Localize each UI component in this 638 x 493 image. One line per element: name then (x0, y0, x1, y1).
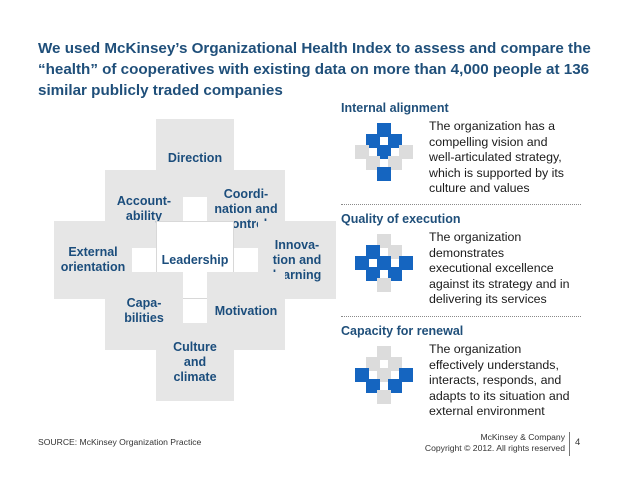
mini-diamond-cell (399, 145, 413, 159)
mini-diamond-cell (377, 145, 391, 159)
copyright-notice: McKinsey & Company Copyright © 2012. All… (424, 432, 565, 453)
slide-title: We used McKinsey’s Organizational Health… (38, 40, 591, 99)
panel-description: The organization effectively understands… (429, 342, 570, 419)
mini-diamond-cell (388, 134, 402, 148)
mini-diamond-cell (366, 267, 380, 281)
footer-divider (569, 432, 570, 456)
panel-internal-alignment: Internal alignment The organization has … (341, 101, 581, 201)
mini-diamond-cell (366, 379, 380, 393)
mini-diamond-cell (377, 234, 391, 248)
mini-diamond-cell (388, 379, 402, 393)
mini-diamond-cell (355, 145, 369, 159)
mini-diamond-cell (377, 390, 391, 404)
panel-heading: Internal alignment (341, 101, 449, 115)
tile-culture-and-climate: Culture and climate (156, 323, 234, 401)
mini-diamond-cell (388, 245, 402, 259)
mini-diamond-cell (399, 368, 413, 382)
mini-diamond-cell (366, 357, 380, 371)
tile-innovation-and-learning: Innova- tion and learning (258, 221, 336, 299)
panel-description: The organization has a compelling vision… (429, 119, 564, 196)
tile-leadership: Leadership (156, 221, 234, 299)
mini-diamond-cell (388, 267, 402, 281)
tile-motivation: Motivation (207, 272, 285, 350)
panel-heading: Quality of execution (341, 212, 461, 226)
mini-diamond-cell (377, 346, 391, 360)
mini-diamond-cell (388, 357, 402, 371)
panel-description: The organization demonstrates executiona… (429, 230, 570, 307)
mini-diamond-cell (355, 256, 369, 270)
mini-diamond-cell (388, 156, 402, 170)
mini-diamond-cell (366, 134, 380, 148)
mini-diamond-cell (355, 368, 369, 382)
mini-diamond-cell (377, 167, 391, 181)
mini-diamond-cell (366, 245, 380, 259)
mini-diamond-cell (377, 368, 391, 382)
panel-divider (341, 316, 581, 317)
panel-capacity-for-renewal: Capacity for renewal The organization ef… (341, 324, 581, 424)
panel-quality-of-execution: Quality of execution The organization de… (341, 212, 581, 312)
mini-diamond-cell (377, 256, 391, 270)
mini-diamond-cell (366, 156, 380, 170)
source-note: SOURCE: McKinsey Organization Practice (38, 437, 202, 447)
panel-divider (341, 204, 581, 205)
mini-diamond-cell (377, 278, 391, 292)
page-number: 4 (575, 437, 581, 448)
panel-heading: Capacity for renewal (341, 324, 464, 338)
mini-diamond-cell (399, 256, 413, 270)
mini-diamond-cell (377, 123, 391, 137)
